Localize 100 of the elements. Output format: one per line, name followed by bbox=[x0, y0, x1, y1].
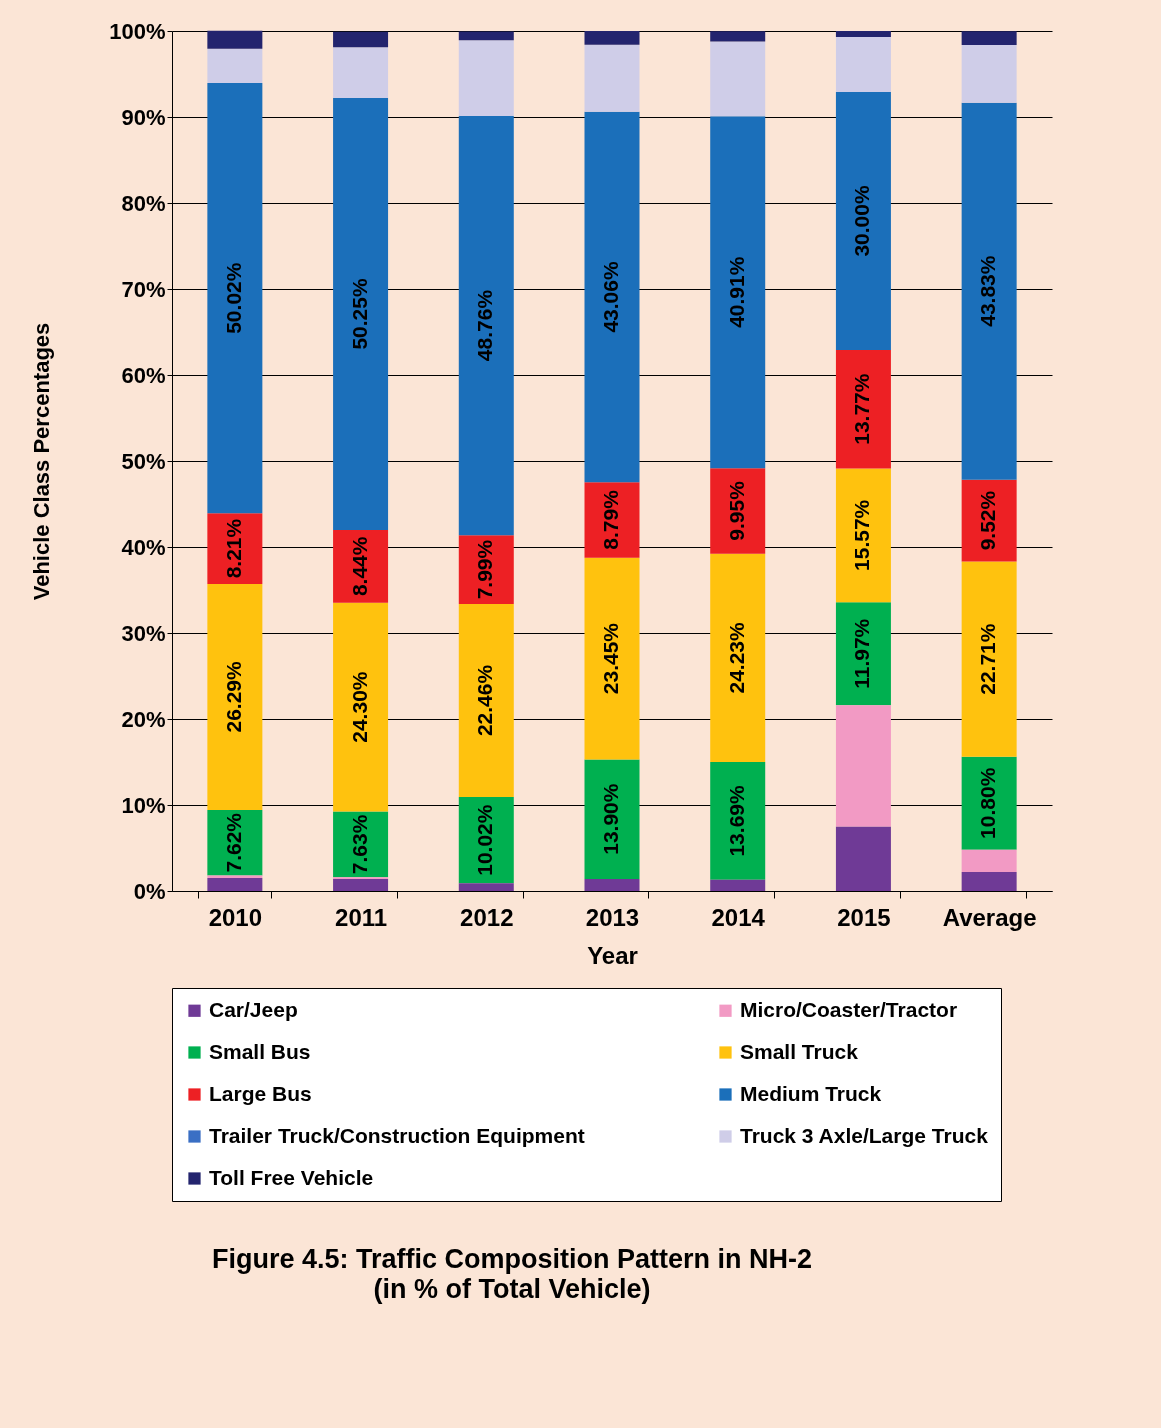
bar bbox=[584, 44, 640, 112]
bar bbox=[710, 116, 766, 469]
data-label: 13.69% bbox=[724, 785, 748, 857]
x-tick-label: 2012 bbox=[460, 903, 514, 931]
x-tick-label: Average bbox=[942, 903, 1037, 931]
y-tick-label: 80% bbox=[121, 190, 166, 216]
data-label: 15.57% bbox=[850, 499, 874, 571]
y-tick-label: 10% bbox=[121, 792, 166, 818]
legend-label: Small Bus bbox=[209, 1039, 311, 1063]
data-label: 10.80% bbox=[976, 767, 1000, 839]
bar bbox=[207, 83, 263, 514]
bar bbox=[584, 31, 640, 45]
bar bbox=[333, 602, 389, 812]
y-tick-label: 60% bbox=[121, 362, 166, 388]
bar bbox=[961, 561, 1017, 757]
bar bbox=[710, 31, 766, 42]
bar bbox=[207, 878, 263, 891]
bar bbox=[961, 31, 1017, 46]
bar bbox=[207, 30, 263, 49]
legend-label: Car/Jeep bbox=[209, 997, 298, 1021]
bar bbox=[333, 31, 389, 48]
bar bbox=[961, 45, 1017, 103]
data-label: 8.79% bbox=[599, 489, 622, 550]
y-tick-label: 40% bbox=[121, 534, 166, 560]
legend-label: Medium Truck bbox=[740, 1081, 882, 1105]
data-label: 10.02% bbox=[473, 804, 497, 876]
bar bbox=[835, 826, 891, 891]
bar bbox=[458, 40, 514, 116]
y-tick-label: 90% bbox=[121, 104, 166, 130]
data-label: 9.95% bbox=[724, 480, 748, 541]
bar bbox=[835, 705, 891, 827]
bar bbox=[710, 41, 766, 117]
bar bbox=[835, 468, 891, 603]
y-tick-label: 100% bbox=[109, 18, 166, 44]
data-label: 7.63% bbox=[347, 814, 371, 875]
data-label: 40.91% bbox=[724, 256, 748, 328]
data-label: 43.06% bbox=[599, 261, 622, 333]
data-label: 48.76% bbox=[473, 289, 497, 362]
data-label: 9.52% bbox=[976, 490, 1000, 551]
data-label: 43.83% bbox=[976, 255, 1000, 327]
y-tick-label: 50% bbox=[121, 448, 166, 474]
y-tick-label: 70% bbox=[121, 276, 166, 302]
bar bbox=[835, 36, 891, 92]
y-tick-label: 0% bbox=[133, 878, 166, 904]
data-label: 22.46% bbox=[473, 664, 497, 737]
data-label: 26.29% bbox=[221, 661, 245, 733]
bar bbox=[961, 872, 1017, 891]
data-label: 8.21% bbox=[221, 518, 245, 579]
bar bbox=[835, 30, 891, 37]
bar bbox=[458, 883, 514, 891]
bar bbox=[207, 583, 263, 810]
bar bbox=[835, 91, 891, 350]
data-label: 7.62% bbox=[221, 812, 245, 873]
legend-label: Micro/Coaster/Tractor bbox=[740, 997, 958, 1021]
bar bbox=[207, 48, 263, 84]
bar bbox=[584, 878, 640, 891]
bar bbox=[458, 115, 514, 536]
data-label: 50.25% bbox=[347, 278, 371, 350]
y-tick-label: 30% bbox=[121, 620, 166, 646]
data-label: 13.90% bbox=[599, 783, 622, 855]
bar bbox=[835, 602, 891, 706]
bar bbox=[961, 102, 1017, 480]
bar bbox=[710, 762, 766, 880]
x-tick-label: 2010 bbox=[208, 903, 263, 931]
legend-label: Trailer Truck/Construction Equipment bbox=[209, 1123, 585, 1147]
y-axis-title: Vehicle Class Percentages bbox=[29, 322, 55, 601]
bar bbox=[458, 603, 514, 798]
bar bbox=[584, 759, 640, 879]
legend-label: Toll Free Vehicle bbox=[209, 1165, 374, 1189]
bar bbox=[710, 553, 766, 763]
data-label: 8.44% bbox=[347, 536, 371, 597]
bar bbox=[710, 879, 766, 891]
legend-label: Truck 3 Axle/Large Truck bbox=[740, 1123, 989, 1147]
bar bbox=[333, 47, 389, 98]
bar bbox=[584, 557, 640, 760]
bar bbox=[333, 878, 389, 891]
y-tick-label: 20% bbox=[121, 706, 166, 732]
data-label: 30.00% bbox=[850, 185, 874, 257]
data-label: 24.23% bbox=[724, 621, 748, 694]
legend-label: Large Bus bbox=[209, 1081, 312, 1105]
x-axis-title: Year bbox=[587, 941, 638, 969]
x-tick-label: 2014 bbox=[711, 903, 766, 931]
bar bbox=[584, 111, 640, 483]
data-label: 22.71% bbox=[976, 623, 1000, 695]
x-tick-label: 2015 bbox=[837, 903, 891, 931]
text: (in % of Total Vehicle) bbox=[373, 1273, 651, 1304]
bar bbox=[458, 31, 514, 41]
legend-label: Small Truck bbox=[740, 1039, 859, 1063]
data-label: 23.45% bbox=[599, 622, 622, 695]
data-label: 24.30% bbox=[347, 671, 371, 743]
bar bbox=[333, 97, 389, 531]
data-label: 13.77% bbox=[850, 373, 874, 445]
x-tick-label: 2013 bbox=[585, 903, 640, 931]
text: Figure 4.5: Traffic Composition Pattern in NH-2 bbox=[211, 1243, 813, 1274]
bar bbox=[961, 849, 1017, 873]
data-label: 7.99% bbox=[473, 539, 497, 600]
data-label: 50.02% bbox=[221, 262, 245, 334]
x-tick-label: 2011 bbox=[335, 903, 388, 931]
bar bbox=[835, 349, 891, 469]
data-label: 11.97% bbox=[850, 618, 874, 689]
